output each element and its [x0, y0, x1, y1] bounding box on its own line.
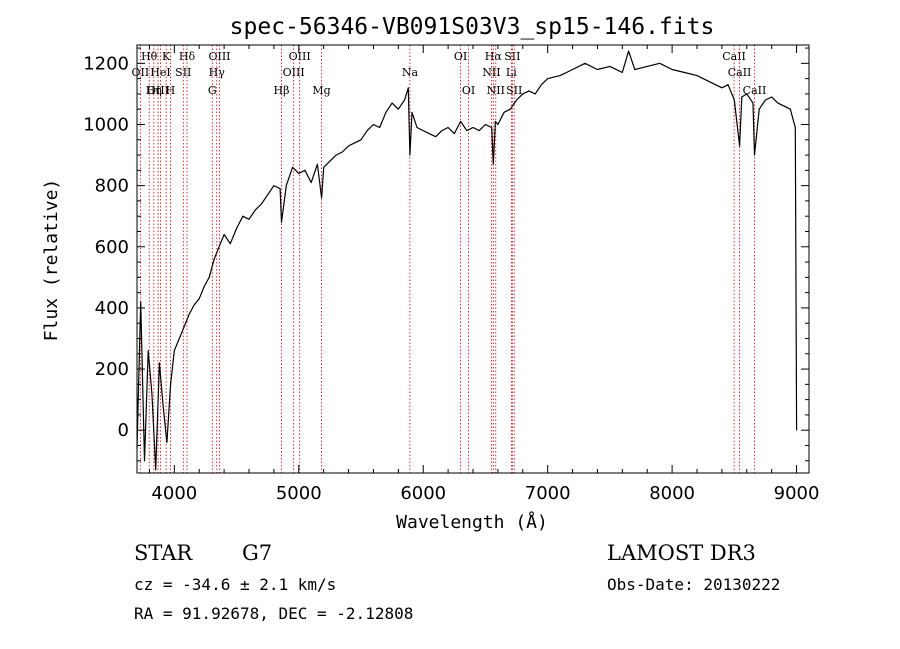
- ra-dec: RA = 91.92678, DEC = -2.12808: [134, 604, 413, 623]
- x-tick-label: 5000: [276, 483, 322, 504]
- x-tick-label: 8000: [649, 483, 695, 504]
- observation-date: Obs-Date: 20130222: [607, 575, 780, 594]
- line-label: OIII: [147, 84, 169, 97]
- survey-name: LAMOST DR3: [607, 541, 756, 565]
- emission-lines-layer: Hθ OII OIII K HeI Hη H Hδ SII OIII Hγ G OIII OIII Hβ Mg…: [132, 45, 767, 473]
- line-label: K: [162, 50, 171, 63]
- line-label: OII: [132, 66, 150, 79]
- y-tick-label: 1000: [83, 114, 129, 135]
- x-tick-label: 7000: [525, 483, 571, 504]
- spectrum-line: [136, 50, 798, 471]
- line-label: OIII: [208, 50, 230, 63]
- object-class: STAR: [134, 541, 193, 565]
- line-label: Hδ: [179, 50, 196, 63]
- line-label: NII: [487, 84, 505, 97]
- y-tick-label: 0: [118, 420, 129, 441]
- line-label: SII: [504, 50, 520, 63]
- line-label: Mg: [312, 84, 330, 97]
- line-label: HeI: [150, 66, 170, 79]
- y-tick-label: 800: [95, 176, 129, 197]
- y-tick-label: 1200: [83, 53, 129, 74]
- y-axis-label: Flux (relative): [41, 179, 62, 342]
- line-label: CaII: [728, 66, 752, 79]
- line-label: G: [208, 84, 217, 97]
- line-label: OIII: [283, 66, 305, 79]
- line-label: OIII: [289, 50, 311, 63]
- series-layer: [136, 50, 798, 471]
- line-label: SII: [175, 66, 191, 79]
- line-label: H: [166, 84, 176, 97]
- axes-layer: 4000 5000 6000 7000 8000 9000 0 200 400 600 800 100…: [83, 45, 819, 504]
- y-tick-label: 200: [95, 359, 129, 380]
- line-label: Hθ: [141, 50, 158, 63]
- line-label: Hβ: [274, 84, 290, 97]
- line-label: Li: [506, 66, 517, 79]
- plot-frame: [136, 44, 810, 474]
- line-label: NII: [482, 66, 500, 79]
- x-tick-label: 4000: [151, 483, 197, 504]
- line-label: SII: [506, 84, 522, 97]
- line-label: Hγ: [209, 66, 226, 79]
- line-label: OI: [454, 50, 467, 63]
- line-label: Hα: [485, 50, 503, 63]
- x-tick-label: 6000: [400, 483, 446, 504]
- y-tick-label: 600: [95, 237, 129, 258]
- line-label: OI: [462, 84, 475, 97]
- line-label: Na: [402, 66, 419, 79]
- x-axis-label: Wavelength (Å): [396, 511, 548, 533]
- y-tick-label: 400: [95, 298, 129, 319]
- chart-title: spec-56346-VB091S03V3_sp15-146.fits: [230, 14, 715, 40]
- line-label: CaII: [743, 84, 767, 97]
- object-subclass: G7: [242, 541, 272, 565]
- line-label: CaII: [722, 50, 746, 63]
- redshift-cz: cz = -34.6 ± 2.1 km/s: [134, 575, 336, 594]
- x-tick-label: 9000: [774, 483, 820, 504]
- line-label: Hη: [146, 84, 162, 97]
